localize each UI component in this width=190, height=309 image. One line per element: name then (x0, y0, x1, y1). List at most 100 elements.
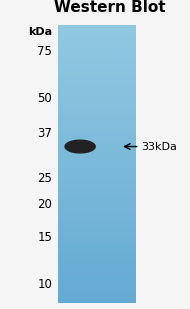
Bar (58, 174, 136, 175)
Bar (58, 193, 136, 194)
Bar (58, 197, 136, 199)
Bar (58, 158, 136, 160)
Bar (58, 208, 136, 210)
Bar (58, 43, 136, 44)
Bar (58, 207, 136, 208)
Bar (58, 121, 136, 122)
Bar (58, 279, 136, 281)
Text: 33kDa: 33kDa (142, 142, 177, 151)
Bar (58, 53, 136, 54)
Bar (58, 196, 136, 197)
Bar (58, 192, 136, 193)
Bar (58, 105, 136, 107)
Bar (58, 258, 136, 260)
Bar (58, 144, 136, 146)
Bar (58, 254, 136, 256)
Bar (58, 168, 136, 169)
Bar (58, 204, 136, 205)
Bar (58, 74, 136, 75)
Bar (58, 229, 136, 231)
Bar (58, 138, 136, 139)
Bar (58, 205, 136, 207)
Bar (58, 167, 136, 168)
Bar (58, 36, 136, 37)
Bar (58, 164, 136, 165)
Bar (58, 250, 136, 252)
Bar (58, 133, 136, 135)
Bar (58, 68, 136, 69)
Bar (58, 99, 136, 100)
Bar (58, 271, 136, 272)
Bar (58, 25, 136, 26)
Bar (58, 146, 136, 147)
Bar (58, 78, 136, 79)
Bar (58, 236, 136, 238)
Bar (58, 297, 136, 298)
Bar (58, 55, 136, 57)
Bar (58, 292, 136, 293)
Bar (58, 157, 136, 158)
Bar (58, 189, 136, 190)
Bar (58, 93, 136, 94)
Bar (58, 76, 136, 78)
Bar (58, 45, 136, 47)
Bar (58, 30, 136, 32)
Bar (58, 233, 136, 235)
Bar (58, 61, 136, 62)
Bar (58, 75, 136, 76)
Bar (58, 118, 136, 119)
Bar (58, 218, 136, 219)
Bar (58, 114, 136, 115)
Bar (58, 57, 136, 58)
Bar (58, 210, 136, 211)
Bar (58, 86, 136, 87)
Bar (58, 101, 136, 103)
Bar (58, 112, 136, 114)
Bar (58, 116, 136, 118)
Bar (58, 282, 136, 283)
Bar (58, 143, 136, 144)
Bar (58, 183, 136, 185)
Bar (58, 149, 136, 150)
Bar (58, 176, 136, 178)
Bar (58, 213, 136, 214)
Bar (58, 89, 136, 90)
Bar (58, 249, 136, 250)
Bar (58, 147, 136, 149)
Bar (58, 180, 136, 182)
Bar (58, 33, 136, 35)
Bar (58, 289, 136, 290)
Bar (58, 215, 136, 217)
Bar (58, 203, 136, 204)
Bar (58, 65, 136, 66)
Bar (58, 235, 136, 236)
Bar (58, 263, 136, 264)
Bar (58, 154, 136, 155)
Bar (58, 298, 136, 300)
Bar (58, 243, 136, 244)
Text: 15: 15 (37, 231, 52, 244)
Bar (58, 265, 136, 267)
Bar (58, 26, 136, 28)
Bar (58, 136, 136, 138)
Bar (58, 160, 136, 161)
Bar (58, 115, 136, 116)
Bar (58, 182, 136, 183)
Bar (58, 175, 136, 176)
Bar (58, 151, 136, 153)
Bar (58, 240, 136, 242)
Bar (58, 169, 136, 171)
Polygon shape (65, 140, 95, 153)
Bar (58, 135, 136, 136)
Bar (58, 155, 136, 157)
Bar (58, 219, 136, 221)
Text: kDa: kDa (28, 27, 52, 37)
Bar (58, 163, 136, 164)
Bar (58, 226, 136, 228)
Bar (58, 126, 136, 128)
Bar (58, 165, 136, 167)
Text: 20: 20 (37, 198, 52, 211)
Bar (58, 190, 136, 192)
Bar (58, 171, 136, 172)
Bar (58, 281, 136, 282)
